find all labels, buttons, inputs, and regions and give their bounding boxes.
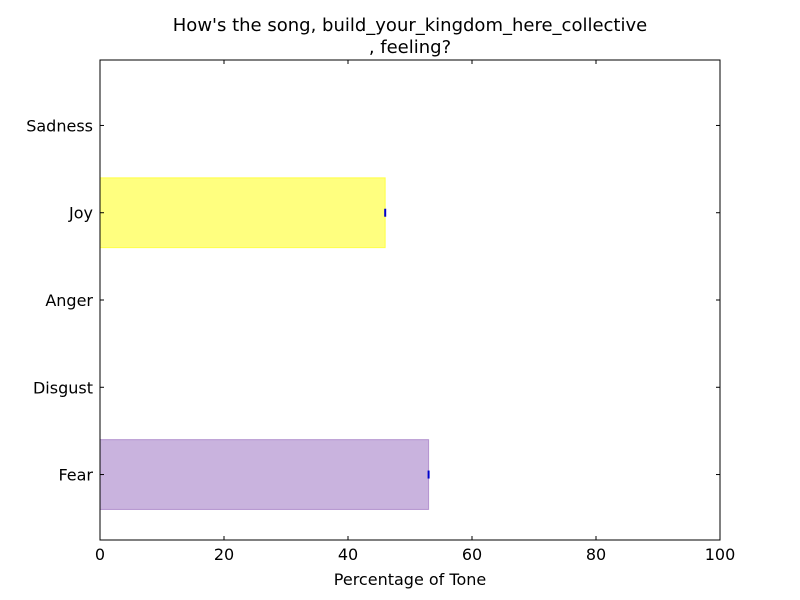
- x-tick-label-60: 60: [462, 545, 482, 564]
- x-tick-label-20: 20: [214, 545, 234, 564]
- x-tick-label-0: 0: [95, 545, 105, 564]
- y-tick-label-joy: Joy: [68, 204, 93, 223]
- x-axis-label: Percentage of Tone: [334, 570, 486, 589]
- plot-frame: [99, 59, 721, 541]
- chart-title-line-2: , feeling?: [369, 37, 451, 58]
- chart-title-line-1: How's the song, build_your_kingdom_here_…: [173, 15, 647, 36]
- y-tick-label-fear: Fear: [58, 466, 93, 485]
- bars-group: [99, 177, 430, 510]
- y-axis-ticks: Fear Disgust Anger Joy Sadness: [26, 116, 720, 485]
- x-axis-ticks: 0 20 40 60 80 100: [95, 60, 735, 564]
- bar-joy: [99, 177, 386, 249]
- x-tick-label-80: 80: [586, 545, 606, 564]
- y-tick-label-disgust: Disgust: [33, 378, 93, 397]
- x-tick-label-40: 40: [338, 545, 358, 564]
- x-tick-label-100: 100: [705, 545, 736, 564]
- bar-fear: [99, 439, 430, 510]
- y-tick-label-sadness: Sadness: [26, 116, 93, 135]
- y-tick-label-anger: Anger: [45, 291, 93, 310]
